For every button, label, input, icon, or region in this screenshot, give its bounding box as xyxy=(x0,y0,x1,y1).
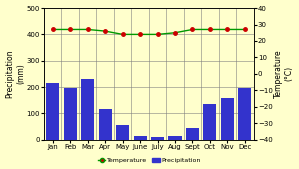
Bar xyxy=(221,98,234,140)
Bar xyxy=(46,83,59,140)
Bar xyxy=(134,136,147,140)
Bar xyxy=(203,104,216,140)
Y-axis label: Precipitation
(mm): Precipitation (mm) xyxy=(6,50,25,98)
Bar xyxy=(168,136,181,140)
Bar xyxy=(151,137,164,140)
Bar xyxy=(99,110,112,140)
Bar xyxy=(186,128,199,140)
Bar xyxy=(238,88,251,140)
Bar xyxy=(81,79,94,140)
Bar xyxy=(116,125,129,140)
Legend: Temperature, Precipitation: Temperature, Precipitation xyxy=(95,155,204,166)
Y-axis label: Temperature
(°C): Temperature (°C) xyxy=(274,50,293,98)
Bar xyxy=(64,88,77,140)
